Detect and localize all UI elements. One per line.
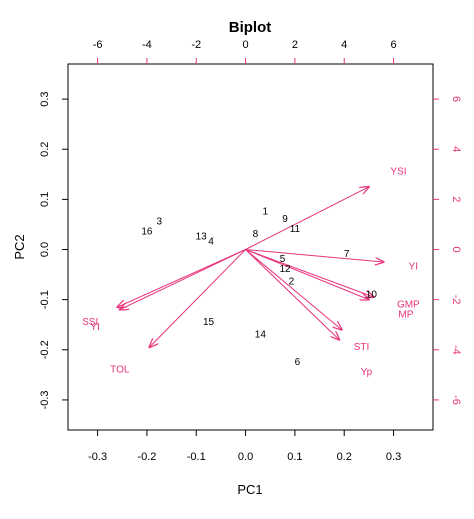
loading-arrow [117, 249, 246, 308]
observation-label: 14 [255, 329, 267, 340]
top-tick-label: 0 [243, 39, 249, 51]
y-tick-label: -0.2 [39, 340, 51, 359]
loading-label: YI [409, 262, 418, 273]
loading-label: GMP [397, 299, 420, 310]
right-tick-label: -2 [450, 295, 462, 305]
plot-frame [67, 63, 434, 431]
observation-label: 9 [282, 214, 288, 225]
loading-label: MP [398, 309, 413, 320]
loading-label: STI [354, 342, 370, 353]
y-tick-label: -0.3 [39, 390, 51, 409]
axis-ticks-layer: -0.3 -0.2 -0.1 0.0 0.1 0.2 0.3 -0.3 -0.2 -0.1 0.0 0… [39, 39, 462, 463]
top-tick-label: 2 [292, 39, 298, 51]
y-tick-label: 0.1 [39, 192, 51, 207]
right-tick-label: 6 [450, 96, 462, 102]
x-tick-label: 0.2 [337, 451, 352, 463]
top-tick-label: 6 [390, 39, 396, 51]
right-tick-label: -4 [450, 345, 462, 355]
y-tick-label: 0.2 [39, 142, 51, 157]
observation-label: 1 [263, 207, 269, 218]
x-axis-label: PC1 [237, 482, 262, 497]
right-tick-label: 2 [450, 196, 462, 202]
loading-arrow [245, 249, 369, 300]
observation-label: 12 [279, 264, 291, 275]
top-tick-label: -2 [191, 39, 201, 51]
loading-arrow [245, 249, 340, 340]
top-tick-label: 4 [341, 39, 347, 51]
loading-arrow [245, 187, 369, 250]
observation-label: 13 [196, 232, 208, 243]
observation-label: 10 [366, 289, 378, 300]
observation-label: 15 [203, 317, 215, 328]
loading-arrow [245, 249, 342, 330]
loading-label: TOL [110, 364, 130, 375]
chart-title: Biplot [229, 19, 272, 36]
right-tick-label: -6 [450, 395, 462, 405]
loading-arrow [120, 249, 246, 310]
x-tick-label: -0.1 [187, 451, 206, 463]
observation-label: 5 [280, 254, 286, 265]
top-tick-label: -6 [93, 39, 103, 51]
loading-label: YI [90, 322, 99, 333]
y-tick-label: 0.0 [39, 242, 51, 257]
observation-label: 6 [295, 357, 301, 368]
loading-label: YSI [390, 166, 406, 177]
x-tick-label: -0.2 [137, 451, 156, 463]
x-tick-label: 0.1 [287, 451, 302, 463]
loading-arrow [245, 249, 374, 298]
y-axis-label: PC2 [12, 234, 27, 259]
loading-label: Yp [361, 367, 373, 378]
x-tick-label: 0.0 [238, 451, 253, 463]
x-tick-label: 0.3 [386, 451, 401, 463]
observation-label: 16 [141, 227, 153, 238]
observation-label: 3 [156, 217, 162, 228]
x-tick-label: -0.3 [88, 451, 107, 463]
y-tick-label: 0.3 [39, 91, 51, 106]
y-tick-label: -0.1 [39, 290, 51, 309]
right-tick-label: 4 [450, 146, 462, 152]
loading-label: SSI [82, 317, 98, 328]
observation-label: 2 [289, 277, 295, 288]
observation-label: 8 [253, 229, 259, 240]
observation-label: 11 [290, 224, 301, 235]
loading-arrow [149, 249, 246, 348]
observation-label: 4 [208, 237, 214, 248]
top-tick-label: -4 [142, 39, 152, 51]
loading-arrow [245, 249, 384, 263]
observation-label: 7 [344, 249, 350, 260]
right-tick-label: 0 [450, 246, 462, 252]
